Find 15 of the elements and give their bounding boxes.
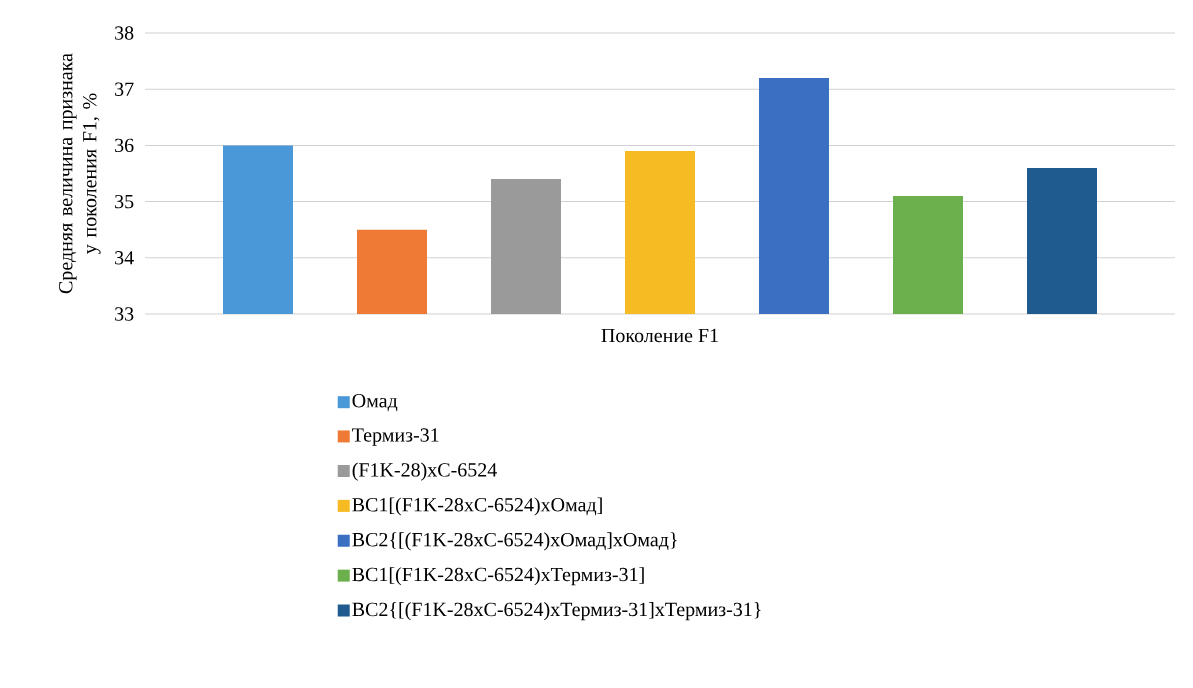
legend-label: Омад [352, 394, 398, 412]
legend-label: BC1[(F1K-28xC-6524)xОмад] [352, 497, 602, 516]
x-tick-label: Поколение F1 [601, 328, 718, 343]
y-tick-label: 38 [115, 26, 134, 40]
legend-label: BC2{[(F1K-28xC-6524)xТермиз-31]xТермиз-31} [352, 602, 761, 621]
legend-label: Термиз-31 [352, 428, 439, 446]
legend-label: BC2{[(F1K-28xC-6524)xОмад]xОмад} [352, 532, 677, 551]
y-tick-label: 36 [115, 138, 134, 153]
y-tick-label: 34 [115, 251, 134, 265]
y-tick-label: 37 [115, 82, 134, 96]
y-tick-label: 35 [115, 194, 134, 209]
y-tick-label: 33 [115, 307, 134, 321]
legend-label: BC1[(F1K-28xC-6524)xТермиз-31] [352, 567, 644, 586]
legend-label: (F1K-28)xC-6524 [352, 462, 497, 481]
y-axis-title: Средняя величина признака у поколения F1, % [59, 53, 101, 294]
